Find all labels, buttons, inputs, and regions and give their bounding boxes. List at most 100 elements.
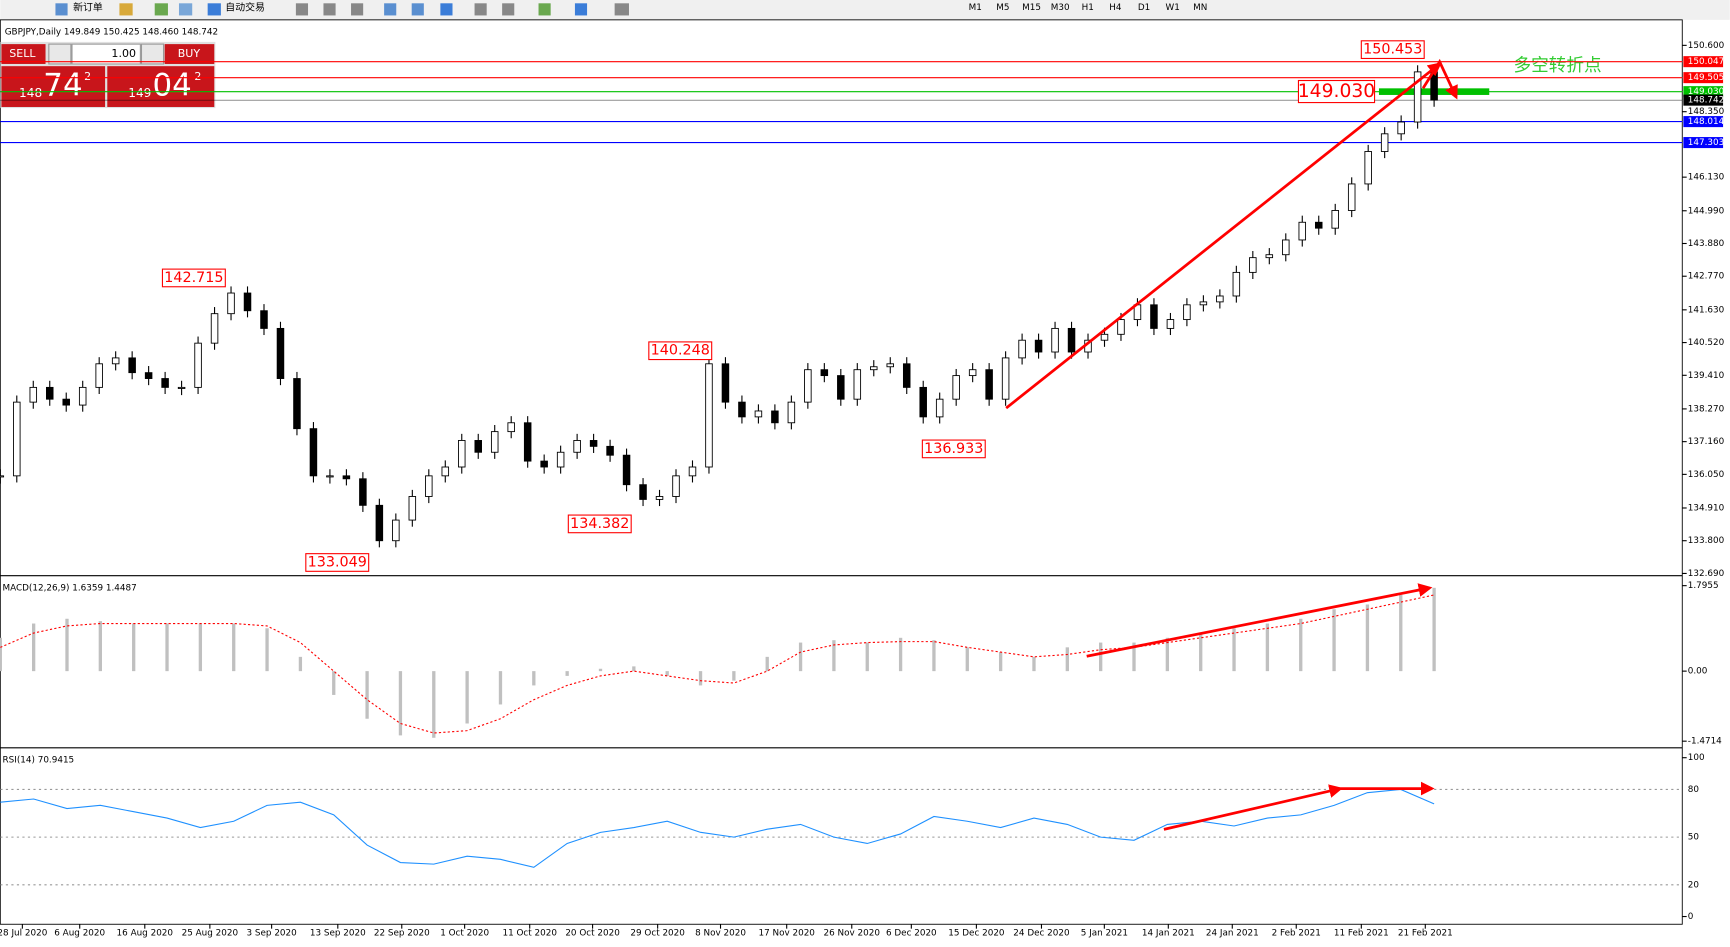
candle (1397, 121, 1405, 135)
x-tick-label: 24 Jan 2021 (1206, 929, 1259, 939)
candle (1166, 319, 1175, 329)
y-tick-label: 137.160 (1688, 437, 1725, 447)
y-tick-label: 150.600 (1688, 41, 1725, 51)
candle (523, 422, 532, 462)
callout-box (305, 553, 370, 572)
x-tick-label: 2 Feb 2021 (1272, 929, 1321, 939)
x-tick-label: 3 Sep 2020 (247, 929, 298, 939)
toolbar-new-order[interactable]: 新订单 (73, 1, 103, 14)
timeframe-button[interactable]: MN (1193, 3, 1207, 13)
x-tick-label: 25 Aug 2020 (182, 929, 239, 939)
timeframe-button[interactable]: D1 (1138, 3, 1150, 13)
macd-bar (0, 637, 2, 672)
candle (227, 292, 235, 315)
y-tick-label: 143.880 (1688, 239, 1725, 249)
candle (243, 292, 252, 312)
chart-frame (0, 19, 1683, 925)
macd-bar (532, 671, 536, 686)
y-tick-label: 146.130 (1688, 173, 1725, 183)
price-line-label: 149.030 (1688, 87, 1725, 97)
candle (820, 369, 829, 377)
turning-point-note: 多空转折点 (1514, 55, 1602, 76)
callout-box (1360, 40, 1425, 60)
candle (853, 369, 862, 400)
lot-input[interactable] (71, 43, 141, 65)
y-tick-label: 142.770 (1688, 272, 1725, 282)
x-tick-label: 11 Oct 2020 (502, 929, 557, 939)
callout-box (921, 439, 986, 459)
timeframe-button[interactable]: M5 (996, 3, 1009, 13)
macd-bar (1032, 656, 1036, 672)
macd-signal (0, 594, 1435, 734)
price-line-label: 149.505 (1688, 73, 1724, 83)
macd-bar (998, 652, 1003, 672)
trade-panel (0, 41, 216, 109)
macd-bar (932, 640, 936, 672)
price-label-bg (1683, 72, 1724, 84)
lot-up[interactable] (140, 43, 165, 65)
macd-bar (1299, 618, 1303, 672)
candle (375, 504, 384, 542)
bid-big: 148 (19, 86, 42, 100)
candle (655, 496, 664, 500)
ask-big: 149 (128, 86, 151, 100)
macd-bar (1199, 633, 1203, 672)
candle (622, 454, 631, 486)
candle (1314, 221, 1323, 229)
callout-box (648, 341, 713, 361)
sell-button[interactable] (1, 44, 46, 64)
ask-frac: 2 (194, 70, 201, 83)
sell-label[interactable]: SELL (9, 47, 36, 60)
timeframe-button[interactable]: H1 (1082, 3, 1094, 13)
candle (1364, 151, 1372, 185)
candle (738, 401, 746, 418)
candle (1183, 304, 1191, 321)
candle (804, 369, 812, 403)
price-label-bg (1683, 56, 1724, 68)
candle (556, 451, 565, 468)
toolbar-auto-trading[interactable]: 自动交易 (225, 1, 265, 14)
candle (688, 466, 697, 477)
macd-bar (1099, 642, 1103, 672)
candle (441, 466, 450, 477)
candle (985, 369, 993, 400)
candle (359, 478, 367, 506)
candle (573, 440, 581, 453)
candle (95, 363, 103, 388)
candle (425, 475, 433, 497)
candle (1199, 301, 1208, 306)
candle (111, 357, 120, 365)
timeframe-button[interactable]: M30 (1051, 3, 1070, 13)
lot-value[interactable]: 1.00 (111, 47, 136, 60)
macd-bar (1332, 609, 1336, 672)
timeframe-button[interactable]: M15 (1022, 3, 1041, 13)
candle (1265, 254, 1274, 259)
timeframe-button[interactable]: M1 (969, 3, 982, 13)
candle (902, 363, 911, 388)
y-tick-label: -1.4714 (1688, 737, 1722, 747)
y-tick-label: 20 (1688, 880, 1700, 890)
lot-down[interactable] (48, 43, 72, 65)
macd-bar (865, 642, 869, 672)
macd-bar (1432, 587, 1436, 672)
buy-label[interactable]: BUY (178, 47, 201, 60)
macd-bar (1132, 642, 1136, 672)
macd-bar (1065, 647, 1069, 672)
timeframe-button[interactable]: W1 (1166, 3, 1180, 13)
candle (177, 386, 186, 389)
x-tick-label: 6 Dec 2020 (886, 929, 937, 939)
price-label-bg (1683, 116, 1724, 128)
candle (29, 386, 38, 403)
candle (1347, 183, 1356, 211)
macd-bar (298, 656, 303, 672)
callout-label: 133.049 (308, 554, 367, 570)
buy-button[interactable] (164, 44, 215, 64)
y-tick-label: 140.520 (1688, 338, 1725, 348)
y-tick-label: 148.350 (1688, 107, 1725, 117)
candle (309, 428, 318, 477)
y-tick-label: 80 (1688, 785, 1700, 795)
timeframe-button[interactable]: H4 (1109, 3, 1122, 13)
x-tick-label: 1 Oct 2020 (440, 929, 489, 939)
y-tick-label: 144.990 (1688, 206, 1725, 216)
candle (1001, 357, 1010, 400)
